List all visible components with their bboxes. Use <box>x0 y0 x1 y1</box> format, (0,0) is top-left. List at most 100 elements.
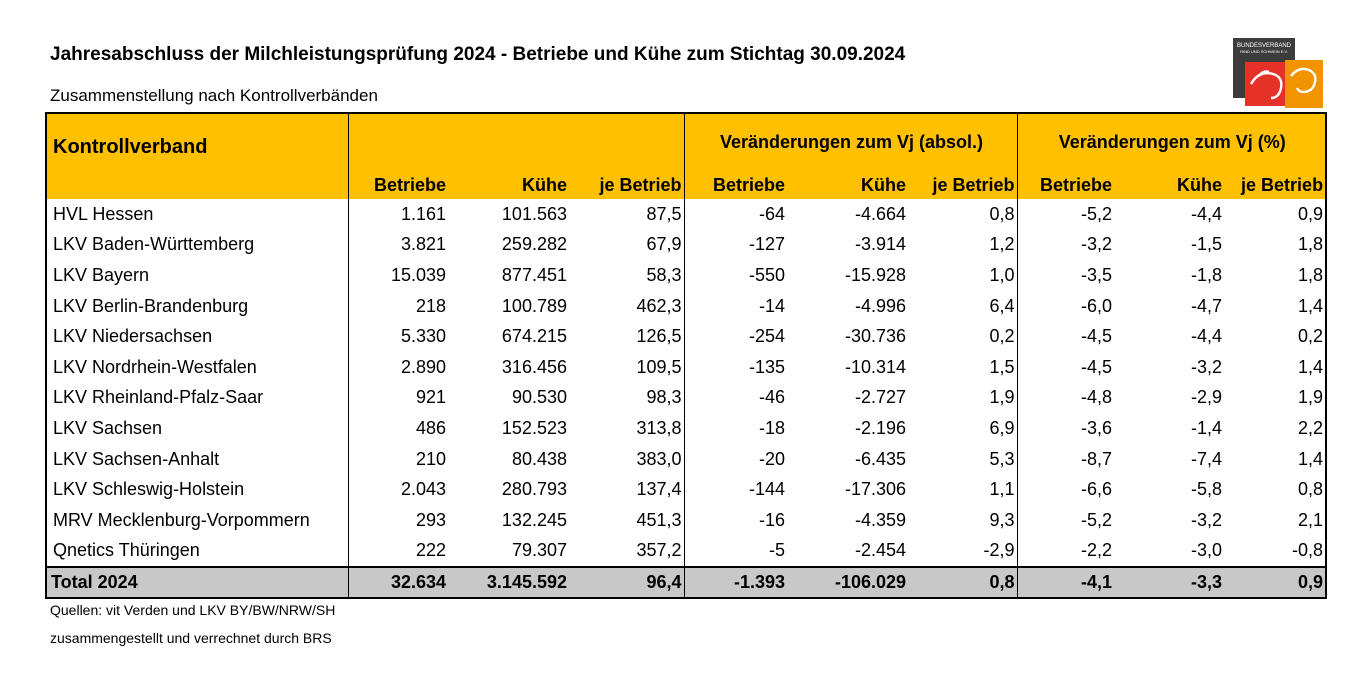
table-cell: 6,9 <box>989 417 1015 438</box>
table-cell: 486 <box>347 413 448 444</box>
table-row: LKV Berlin-Brandenburg 218 100.789 462,3 -14… <box>46 290 1326 322</box>
table-cell: -3,2 <box>1191 509 1223 530</box>
col-header: je Betrieb <box>569 170 685 199</box>
table-cell: -1,8 <box>1191 264 1223 285</box>
table-cell: -30.736 <box>844 326 907 347</box>
col-header: Kühe <box>787 170 909 199</box>
table-cell: -1.393 <box>683 566 788 599</box>
kontrollverband-name: LKV Nordrhein-Westfalen <box>53 356 257 377</box>
table-cell: 921 <box>347 382 448 414</box>
table-row: Qnetics Thüringen 222 79.307 357,2 -5 -2.454 -… <box>46 535 1326 568</box>
table-cell: 87,5 <box>646 203 682 224</box>
table-cell: -4,8 <box>1016 382 1115 414</box>
table-row: LKV Schleswig-Holstein 2.043 280.793 137,4-… <box>46 474 1326 505</box>
table-cell: 1,8 <box>1298 234 1324 255</box>
table-row: LKV Nordrhein-Westfalen 2.890 316.456 109,5… <box>46 351 1326 383</box>
kontrollverband-name: LKV Berlin-Brandenburg <box>53 295 249 316</box>
table-cell: -5,2 <box>1016 199 1115 230</box>
table-cell: -4,7 <box>1191 295 1223 316</box>
table-cell: -6.435 <box>854 448 907 469</box>
table-cell: 152.523 <box>501 417 567 438</box>
table-cell: -2.196 <box>854 417 907 438</box>
table-cell: 674.215 <box>501 326 567 347</box>
col-header: Betriebe <box>347 170 448 199</box>
table-cell: -46 <box>683 382 788 414</box>
table-cell: 58,3 <box>646 264 682 285</box>
table-cell: -127 <box>683 229 788 261</box>
table-cell: 126,5 <box>636 326 682 347</box>
source-note: Quellen: vit Verden und LKV BY/BW/NRW/SH <box>50 602 336 618</box>
col-header: Kühe <box>448 170 569 199</box>
table-cell: -10.314 <box>844 356 907 377</box>
table-cell: 3.821 <box>347 229 448 261</box>
kontrollverband-name: Total 2024 <box>46 566 348 599</box>
compiled-by-note: zusammengestellt und verrechnet durch BR… <box>50 630 332 646</box>
table-cell: 222 <box>347 535 448 568</box>
table-cell: 101.563 <box>501 203 567 224</box>
table-cell: 1,0 <box>989 264 1015 285</box>
table-cell: 2.043 <box>347 474 448 505</box>
table-row: LKV Bayern 15.039 877.451 58,3 -550 -15.928 1,… <box>46 260 1326 291</box>
table-cell: -8,7 <box>1016 443 1115 475</box>
total-row: Total 2024 32.634 3.145.592 96,4 -1.393 -106.… <box>46 566 1327 599</box>
table-cell: 210 <box>347 443 448 475</box>
table-cell: 9,3 <box>989 509 1015 530</box>
table-cell: 1,8 <box>1298 264 1324 285</box>
table-cell: 1,4 <box>1298 448 1324 469</box>
table-cell: 218 <box>347 290 448 322</box>
table-cell: 32.634 <box>347 566 448 599</box>
table-cell: -17.306 <box>844 479 907 500</box>
table-cell: 100.789 <box>501 295 567 316</box>
table-cell: 1,9 <box>1298 387 1324 408</box>
table-cell: -3,2 <box>1016 229 1115 261</box>
table-cell: -4,1 <box>1016 566 1115 599</box>
kontrollverband-name: LKV Sachsen <box>53 417 163 438</box>
table-cell: -6,6 <box>1016 474 1115 505</box>
table-cell: 0,9 <box>1224 566 1327 599</box>
abs-change-group-header: Veränderungen zum Vj (absol.) <box>683 113 1018 170</box>
table-cell: 259.282 <box>501 234 567 255</box>
table-cell: 5,3 <box>989 448 1015 469</box>
table-cell: 1,4 <box>1298 295 1324 316</box>
table-cell: 79.307 <box>511 540 567 561</box>
table-cell: 132.245 <box>501 509 567 530</box>
milk-performance-table: Kontrollverband Veränderungen zum Vj (ab… <box>45 112 1328 600</box>
logo-text-line2: RIND UND SCHWEIN E.V. <box>1240 49 1288 54</box>
table-cell: -4,5 <box>1016 321 1115 352</box>
table-cell: 3.145.592 <box>448 566 569 599</box>
table-cell: -64 <box>683 199 788 230</box>
logo-pig-icon <box>1290 67 1317 94</box>
brs-logo: BUNDESVERBAND RIND UND SCHWEIN E.V. <box>1233 38 1325 110</box>
table-cell: -4,5 <box>1016 351 1115 383</box>
current-group-header <box>347 113 685 170</box>
table-cell: 15.039 <box>347 260 448 291</box>
table-cell: -7,4 <box>1191 448 1223 469</box>
table-cell: -5,8 <box>1191 479 1223 500</box>
table-row: LKV Baden-Württemberg 3.821 259.282 67,9 -12… <box>46 229 1326 261</box>
kontrollverband-name: LKV Baden-Württemberg <box>53 234 255 255</box>
table-cell: -2,2 <box>1016 535 1115 568</box>
table-body: HVL Hessen 1.161 101.563 87,5 -64 -4.664 0,8 -5… <box>46 199 1327 599</box>
table-cell: -6,0 <box>1016 290 1115 322</box>
brs-logo-graphic: BUNDESVERBAND RIND UND SCHWEIN E.V. <box>1233 38 1323 108</box>
table-cell: -106.029 <box>787 566 909 599</box>
table-cell: -3,5 <box>1016 260 1115 291</box>
table-cell: 0,9 <box>1298 203 1324 224</box>
table-cell: -3,3 <box>1114 566 1225 599</box>
table-cell: -18 <box>683 413 788 444</box>
table-cell: -254 <box>683 321 788 352</box>
table-cell: 877.451 <box>501 264 567 285</box>
table-cell: 0,8 <box>1298 479 1324 500</box>
kontrollverband-name: Qnetics Thüringen <box>53 540 200 561</box>
table-cell: 109,5 <box>636 356 682 377</box>
table-cell: 1.161 <box>347 199 448 230</box>
logo-cow-icon <box>1249 70 1283 100</box>
table-cell: -3,0 <box>1191 540 1223 561</box>
kontrollverband-name: MRV Mecklenburg-Vorpommern <box>53 509 310 530</box>
table-cell: -4.996 <box>854 295 907 316</box>
table-cell: 5.330 <box>347 321 448 352</box>
kontrollverband-name: HVL Hessen <box>53 203 154 224</box>
table-cell: -144 <box>683 474 788 505</box>
table-cell: -2.727 <box>854 387 907 408</box>
col-header: je Betrieb <box>908 170 1018 199</box>
